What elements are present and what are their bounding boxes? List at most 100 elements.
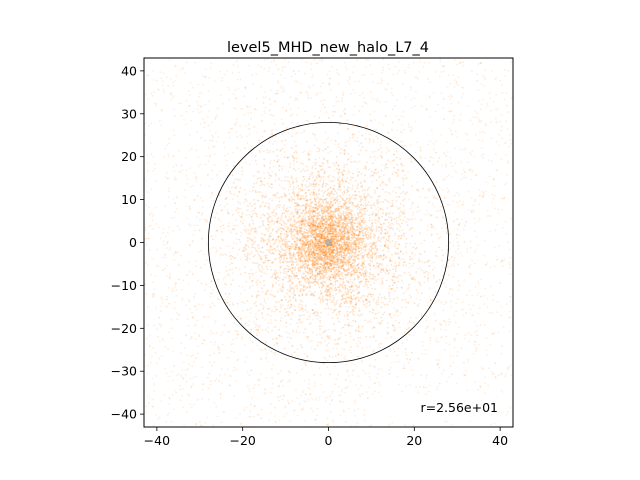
scatter-point: [404, 72, 407, 74]
scatter-point: [303, 228, 306, 231]
scatter-point: [185, 123, 187, 126]
scatter-point: [147, 74, 150, 77]
scatter-point: [436, 210, 438, 213]
scatter-point: [193, 325, 196, 327]
scatter-point: [430, 233, 433, 236]
scatter-point: [403, 69, 406, 72]
scatter-point: [394, 320, 397, 322]
scatter-point: [371, 162, 374, 165]
scatter-point: [189, 134, 191, 136]
scatter-point: [466, 389, 469, 392]
scatter-point: [193, 403, 195, 406]
scatter-point: [207, 160, 210, 163]
scatter-point: [252, 222, 255, 225]
scatter-point: [244, 325, 247, 327]
scatter-point: [368, 319, 371, 322]
scatter-point: [204, 103, 207, 106]
scatter-point: [453, 86, 456, 88]
scatter-point: [288, 380, 291, 383]
scatter-point: [211, 134, 214, 137]
scatter-point: [346, 234, 349, 237]
scatter-point: [412, 211, 414, 214]
scatter-point: [464, 374, 467, 376]
scatter-point: [257, 177, 260, 179]
scatter-point: [281, 186, 284, 189]
scatter-point: [237, 87, 240, 90]
scatter-point: [476, 73, 479, 76]
scatter-point: [329, 292, 331, 295]
scatter-point: [315, 334, 318, 336]
scatter-point: [330, 400, 333, 402]
scatter-point: [279, 234, 282, 237]
scatter-point: [481, 191, 484, 193]
scatter-point: [398, 383, 400, 386]
scatter-point: [300, 394, 303, 397]
scatter-point: [200, 237, 203, 240]
scatter-point: [294, 133, 297, 136]
scatter-point: [304, 170, 307, 173]
scatter-point: [331, 219, 334, 222]
scatter-point: [153, 324, 156, 327]
scatter-point: [250, 145, 253, 148]
scatter-point: [442, 309, 444, 312]
scatter-point: [261, 135, 264, 138]
scatter-point: [357, 241, 359, 243]
scatter-point: [372, 138, 374, 141]
scatter-point: [167, 155, 170, 158]
scatter-point: [207, 116, 209, 118]
scatter-point: [201, 303, 204, 306]
scatter-point: [407, 302, 409, 305]
scatter-point: [183, 423, 186, 426]
scatter-point: [248, 388, 250, 390]
scatter-point: [397, 256, 400, 259]
scatter-point: [452, 122, 454, 124]
scatter-point: [162, 232, 164, 234]
scatter-point: [321, 282, 324, 284]
scatter-point: [346, 340, 349, 343]
scatter-point: [280, 85, 283, 88]
scatter-point: [333, 164, 336, 167]
scatter-point: [343, 152, 346, 154]
scatter-point: [296, 237, 299, 240]
scatter-point: [243, 189, 246, 191]
scatter-point: [474, 286, 477, 288]
scatter-point: [291, 234, 294, 237]
scatter-point: [328, 248, 330, 251]
scatter-point: [502, 326, 505, 329]
scatter-point: [294, 298, 297, 300]
scatter-point: [313, 263, 316, 266]
scatter-point: [151, 281, 154, 283]
scatter-point: [379, 101, 381, 103]
scatter-point: [428, 96, 431, 99]
scatter-point: [173, 389, 176, 392]
scatter-point: [472, 208, 475, 211]
scatter-point: [401, 342, 404, 344]
scatter-point: [378, 239, 380, 242]
scatter-point: [194, 332, 196, 334]
scatter-point: [348, 139, 351, 142]
scatter-point: [467, 361, 469, 363]
scatter-point: [330, 251, 332, 254]
scatter-point: [149, 224, 152, 227]
scatter-point: [432, 327, 435, 330]
scatter-point: [300, 409, 303, 411]
scatter-point: [483, 85, 486, 88]
scatter-point: [319, 374, 322, 376]
scatter-point: [372, 336, 375, 339]
scatter-point: [153, 383, 156, 386]
scatter-point: [358, 250, 361, 253]
scatter-point: [182, 406, 184, 409]
scatter-point: [407, 322, 409, 325]
scatter-point: [308, 340, 311, 343]
scatter-point: [236, 224, 239, 227]
scatter-point: [301, 183, 304, 186]
scatter-point: [385, 228, 387, 231]
scatter-point: [349, 208, 351, 211]
scatter-point: [306, 354, 308, 357]
scatter-point: [233, 351, 236, 353]
scatter-point: [416, 267, 419, 270]
scatter-point: [245, 249, 248, 251]
scatter-point: [264, 129, 266, 132]
scatter-point: [175, 289, 178, 291]
scatter-point: [262, 308, 265, 310]
